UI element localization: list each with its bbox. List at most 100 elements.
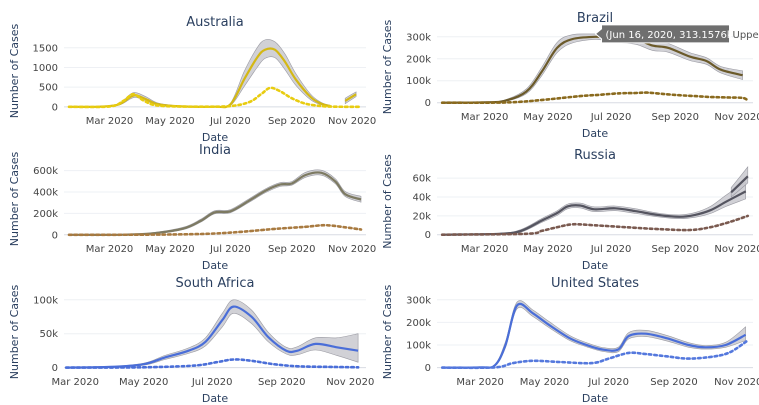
y-tick-label: 0 (52, 230, 58, 241)
panel-title: United States (551, 276, 639, 291)
x-tick-label: Sep 2020 (652, 112, 699, 123)
x-tick-label: Jul 2020 (587, 377, 629, 388)
cases-line (442, 302, 747, 369)
y-tick-label: 0 (425, 363, 431, 374)
x-tick-label: Nov 2020 (328, 116, 376, 127)
y-tick-label: 1000 (33, 63, 58, 74)
daily-dotted-line (67, 86, 363, 109)
x-tick-label: Nov 2020 (714, 244, 759, 255)
x-tick-label: Mar 2020 (461, 244, 509, 255)
x-tick-label: Mar 2020 (461, 112, 509, 123)
y-tick-label: 300k (406, 32, 431, 43)
cases-line (442, 35, 743, 104)
tooltip-box (594, 24, 731, 44)
y-axis-label: Number of Cases (8, 24, 21, 119)
y-tick-label: 1500 (33, 43, 58, 54)
x-tick-label: May 2020 (523, 244, 572, 255)
daily-dotted-line (441, 339, 749, 370)
y-tick-label: 500 (39, 83, 58, 94)
x-axis-label: Date (202, 131, 229, 144)
x-tick-label: Jul 2020 (590, 112, 632, 123)
y-tick-label: 0 (425, 230, 431, 241)
y-tick-label: 20k (412, 211, 431, 222)
cases-line (68, 171, 362, 236)
y-tick-label: 0 (425, 98, 431, 109)
y-tick-label: 200k (406, 54, 431, 65)
x-tick-label: Nov 2020 (326, 377, 374, 388)
daily-dotted-line (67, 223, 363, 237)
x-tick-label: Sep 2020 (650, 377, 697, 388)
x-tick-label: Jul 2020 (209, 116, 251, 127)
x-axis-label: Date (202, 392, 229, 405)
x-tick-label: Nov 2020 (328, 244, 376, 255)
x-tick-label: Mar 2020 (86, 116, 134, 127)
x-tick-label: Mar 2020 (456, 377, 504, 388)
y-tick-label: 50k (39, 329, 58, 340)
y-tick-label: 40k (412, 193, 431, 204)
plot-area (64, 299, 360, 369)
cases-line-extension (730, 175, 749, 194)
x-tick-label: Sep 2020 (258, 377, 305, 388)
y-tick-label: 100k (406, 341, 431, 352)
x-tick-label: Mar 2020 (51, 377, 99, 388)
panel-title: Australia (186, 15, 244, 30)
daily-dotted-line (440, 214, 750, 236)
panel-3: Russia 0 20k 40k 60k Mar 2020 May 2020 Jul 2020… (381, 148, 759, 272)
y-axis-label: Number of Cases (381, 154, 394, 249)
y-tick-label: 300k (406, 295, 431, 306)
y-tick-label: 600k (33, 166, 58, 177)
cases-line (442, 190, 747, 236)
plot-area (441, 300, 749, 370)
y-axis-label: Number of Cases (381, 285, 394, 380)
x-tick-label: May 2020 (523, 112, 572, 123)
y-tick-label: 400k (33, 188, 58, 199)
x-tick-label: Nov 2020 (714, 112, 759, 123)
x-tick-label: Sep 2020 (652, 244, 699, 255)
y-tick-label: 60k (412, 174, 431, 185)
panel-title: South Africa (176, 276, 255, 291)
panel-title: India (199, 143, 231, 158)
cases-line (344, 93, 357, 102)
x-tick-label: Nov 2020 (714, 377, 759, 388)
panel-0: Australia 0 500 1000 1500 Mar 2020 May 2020 Jul… (8, 15, 376, 144)
plot-area (440, 166, 750, 236)
panel-title: Russia (574, 148, 616, 163)
x-tick-label: Sep 2020 (268, 244, 315, 255)
y-tick-label: 200k (406, 318, 431, 329)
x-tick-label: Sep 2020 (268, 116, 315, 127)
y-axis-label: Number of Cases (8, 152, 21, 247)
plot-area (67, 169, 363, 237)
x-tick-label: May 2020 (119, 377, 168, 388)
x-axis-label: Date (582, 259, 609, 272)
x-axis-label: Date (582, 127, 609, 140)
tooltip-series-label: Upper (733, 30, 759, 41)
y-tick-label: 200k (33, 209, 58, 220)
x-axis-label: Date (202, 259, 229, 272)
hover-tooltip: (Jun 16, 2020, 313.1576k)Upper (594, 24, 759, 44)
x-tick-label: Jul 2020 (590, 244, 632, 255)
x-tick-label: May 2020 (145, 244, 194, 255)
y-axis-label: Number of Cases (381, 20, 394, 115)
y-tick-label: 0 (52, 363, 58, 374)
cases-line (68, 47, 331, 109)
confidence-band (442, 300, 746, 369)
y-axis-label: Number of Cases (8, 285, 21, 380)
panel-5: United States 0 100k 200k 300k Mar 2020 May 20… (381, 276, 759, 405)
x-tick-label: Jul 2020 (209, 244, 251, 255)
y-tick-label: 0 (52, 102, 58, 113)
cases-line (66, 305, 359, 369)
panel-1: Brazil 0 100k 200k 300k Mar 2020 May 2020 Jul 2… (381, 11, 759, 140)
panel-title: Brazil (577, 11, 613, 26)
y-tick-label: 100k (33, 295, 58, 306)
x-tick-label: Jul 2020 (191, 377, 233, 388)
x-tick-label: May 2020 (145, 116, 194, 127)
y-tick-label: 100k (406, 76, 431, 87)
x-tick-label: May 2020 (520, 377, 569, 388)
daily-dotted-line (64, 358, 360, 369)
daily-dotted-line (440, 91, 750, 105)
panel-4: South Africa 0 50k 100k Mar 2020 May 2020 Jul … (8, 276, 374, 405)
panel-2: India 0 200k 400k 600k Mar 2020 May 2020 Jul 20… (8, 143, 376, 272)
tooltip-text: (Jun 16, 2020, 313.1576k) (606, 30, 737, 41)
x-tick-label: Mar 2020 (86, 244, 134, 255)
